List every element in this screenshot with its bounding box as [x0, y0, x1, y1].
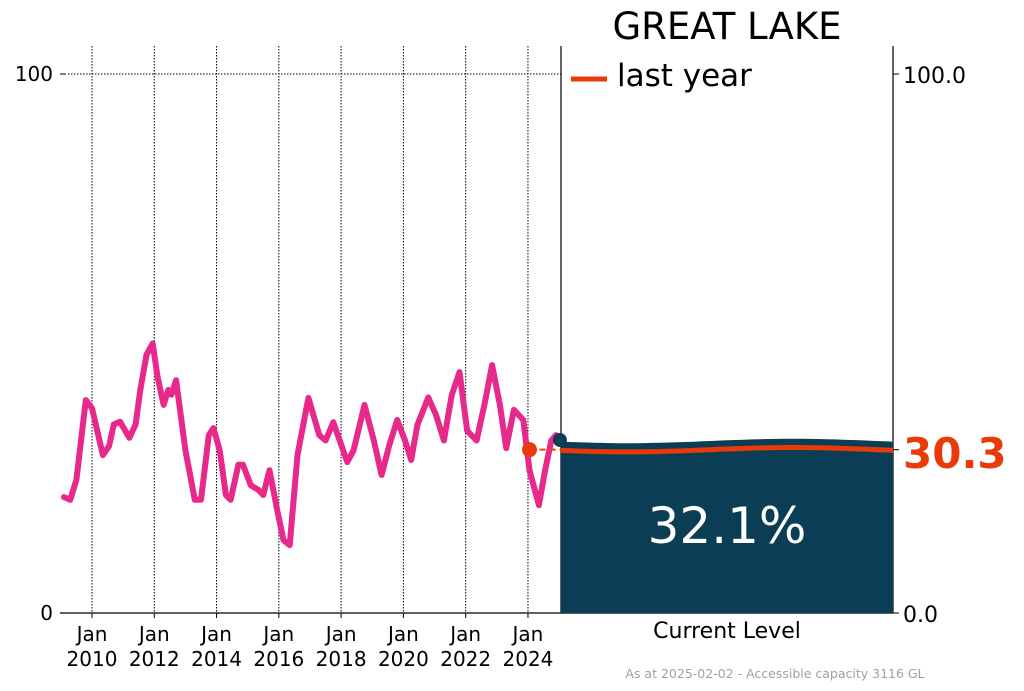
current-level-marker [552, 432, 567, 447]
x-tick-label-month: Jan [137, 622, 170, 646]
series-line [61, 340, 559, 549]
x-tick-label-year: 2024 [503, 647, 554, 671]
x-tick-label-year: 2016 [253, 647, 304, 671]
x-tick-label-month: Jan [261, 622, 294, 646]
y-tick-label: 0 [40, 601, 53, 625]
chart-title: GREAT LAKE [613, 5, 842, 48]
x-tick-label-month: Jan [75, 622, 108, 646]
x-tick-label-year: 2014 [191, 647, 242, 671]
right-y-tick-label: 100.0 [903, 64, 966, 89]
last-year-marker [522, 442, 538, 458]
x-tick-label-year: 2010 [67, 647, 118, 671]
grid-lines [68, 46, 561, 613]
x-tick-label-month: Jan [448, 622, 481, 646]
x-tick-labels: Jan2010Jan2012Jan2014Jan2016Jan2018Jan20… [67, 622, 554, 671]
x-tick-label-year: 2012 [129, 647, 180, 671]
x-tick-label-year: 2018 [316, 647, 367, 671]
y-tick-label: 100 [15, 62, 53, 86]
current-level-fill [561, 438, 893, 613]
x-tick-label-year: 2022 [440, 647, 491, 671]
last-year-line [560, 445, 894, 455]
x-tick-label-year: 2020 [378, 647, 429, 671]
y-tick-labels: 0 100 0.0 100.0 [15, 62, 966, 628]
x-tick-label-month: Jan [511, 622, 544, 646]
series-lines [61, 340, 559, 549]
current-level-percent: 32.1% [648, 497, 807, 555]
footer-note: As at 2025-02-02 - Accessible capacity 3… [625, 666, 924, 681]
markers [522, 432, 567, 458]
current-level-axis-label: Current Level [653, 619, 801, 644]
x-tick-label-month: Jan [386, 622, 419, 646]
x-tick-label-month: Jan [199, 622, 232, 646]
right-y-tick-label: 0.0 [903, 603, 938, 628]
current-level-panel [560, 438, 894, 613]
x-tick-label-month: Jan [324, 622, 357, 646]
legend-label-last-year: last year [617, 58, 752, 94]
last-year-value: 30.3 [903, 429, 1007, 478]
